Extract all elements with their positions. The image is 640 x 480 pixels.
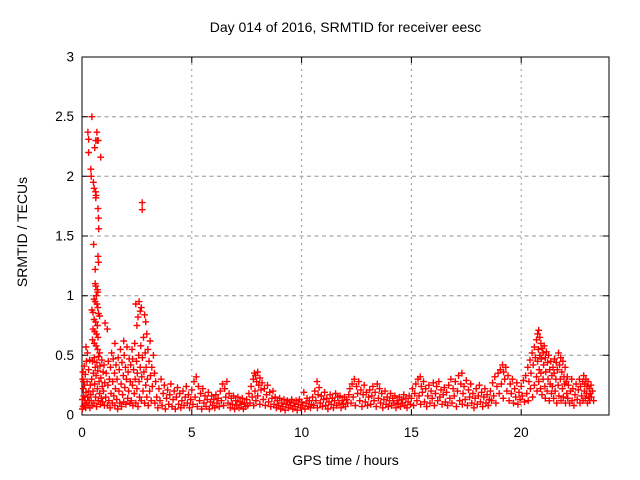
x-tick-label: 20: [514, 425, 529, 440]
y-tick-label: 2.5: [55, 109, 74, 124]
y-tick-label: 0.5: [55, 348, 74, 363]
y-tick-label: 0: [66, 408, 74, 423]
y-axis-label: SRMTID / TECUs: [14, 176, 30, 288]
x-tick-label: 15: [404, 425, 419, 440]
y-tick-label: 1.5: [55, 229, 74, 244]
x-tick-label: 0: [78, 425, 86, 440]
y-tick-label: 1: [66, 288, 74, 303]
chart-title: Day 014 of 2016, SRMTID for receiver ees…: [209, 19, 482, 35]
y-tick-label: 2: [66, 169, 74, 184]
x-axis-label: GPS time / hours: [292, 452, 399, 468]
data-points: [79, 113, 597, 414]
x-tick-label: 10: [294, 425, 309, 440]
x-tick-label: 5: [188, 425, 196, 440]
h-gridlines: [82, 116, 609, 356]
y-tick-label: 3: [66, 50, 74, 65]
